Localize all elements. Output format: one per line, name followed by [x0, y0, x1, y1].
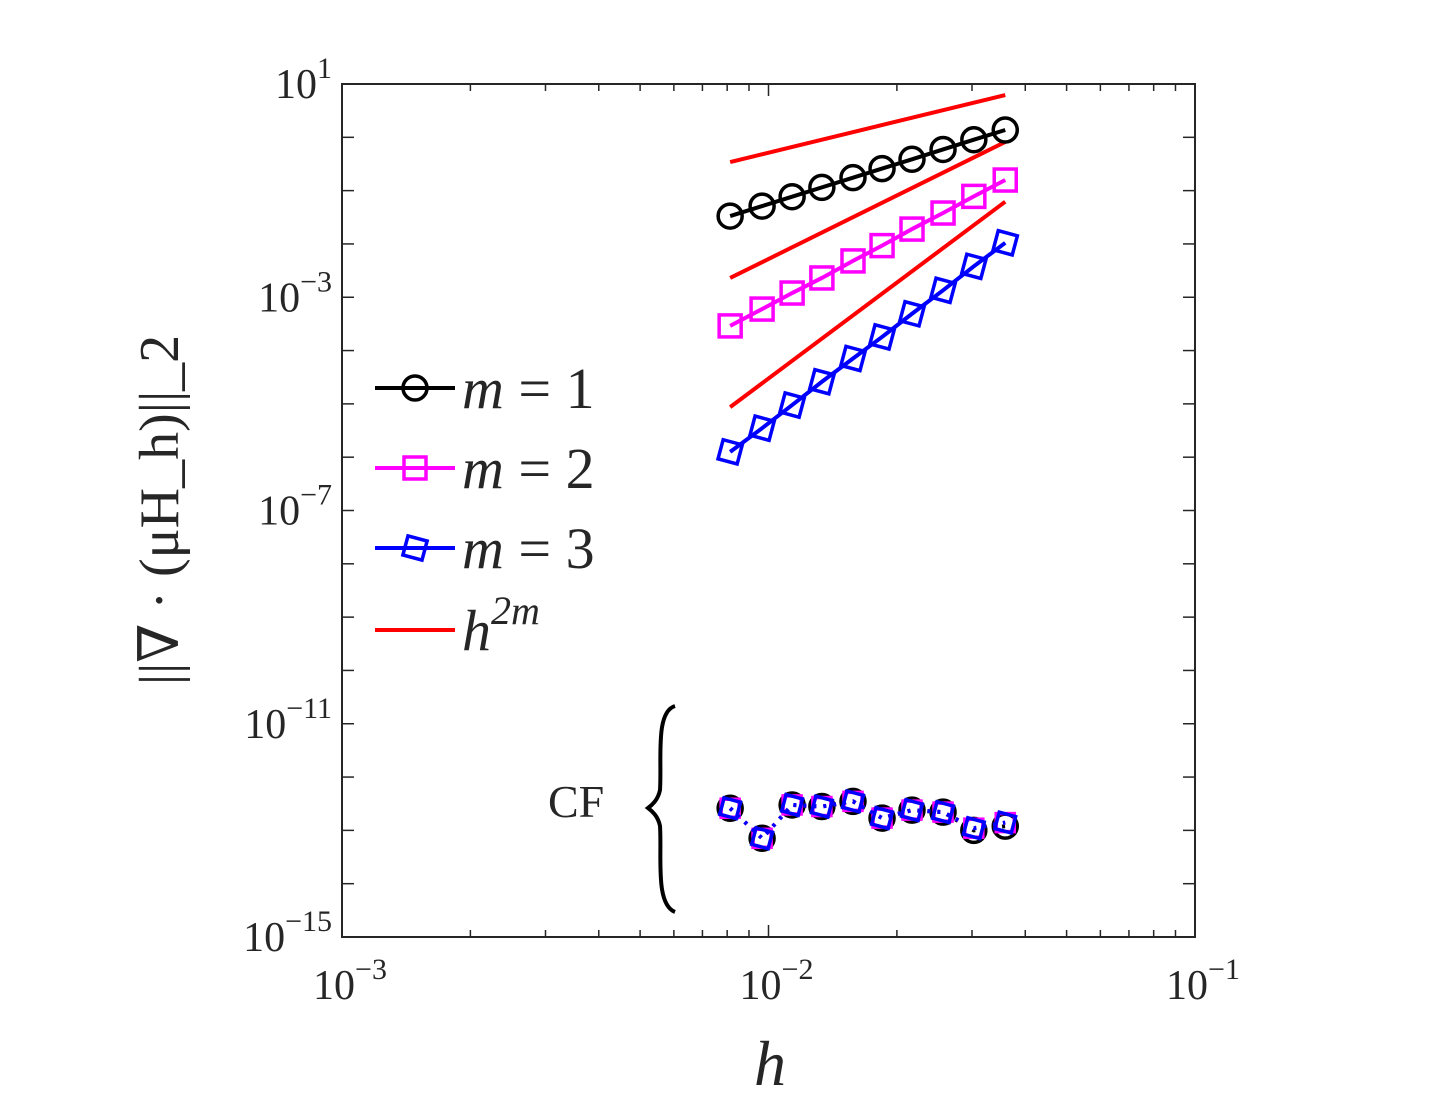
- diamond-marker: [990, 228, 1020, 258]
- x-tick-label: 10−3: [313, 953, 387, 1009]
- circle-marker: [778, 182, 806, 211]
- y-tick-label: 10−15: [243, 905, 332, 961]
- x-tick-label: 10−1: [1166, 953, 1240, 1009]
- diamond-marker: [840, 788, 866, 814]
- circle-marker: [716, 794, 744, 823]
- reference-line-h2m: [729, 93, 1006, 164]
- diamond-marker: [867, 322, 897, 352]
- diamond-marker: [809, 794, 835, 820]
- x-tick-label: 10−2: [740, 953, 814, 1009]
- plot-marks: [715, 93, 1020, 853]
- diamond-marker: [807, 367, 837, 397]
- square-marker: [992, 167, 1018, 193]
- legend-label: m = 2: [462, 436, 595, 501]
- reference-line-h2m: [728, 200, 1007, 409]
- legend: m = 1 m = 2 m = 3 h2m: [375, 356, 595, 663]
- diamond-marker: [869, 805, 895, 831]
- diamond-marker: [779, 792, 805, 818]
- circle-marker: [748, 824, 776, 853]
- x-axis-label: h: [754, 1028, 786, 1099]
- y-tick-label: 10−3: [258, 265, 332, 321]
- series-line-diamond: [728, 241, 1007, 454]
- circle-marker: [898, 796, 926, 824]
- circle-marker: [991, 116, 1019, 144]
- circle-marker: [716, 202, 744, 230]
- circle-marker: [839, 787, 867, 816]
- reference-line-h2m: [729, 140, 1007, 280]
- legend-label: m = 3: [462, 516, 595, 581]
- legend-label: m = 1: [462, 356, 595, 421]
- diamond-marker: [749, 825, 775, 851]
- axes-box: [341, 83, 1196, 938]
- square-marker: [717, 313, 743, 339]
- square-marker: [840, 248, 866, 274]
- diamond-marker: [959, 252, 989, 281]
- diamond-marker: [961, 815, 987, 841]
- circle-marker: [960, 125, 988, 154]
- y-tick-label: 101: [275, 52, 332, 108]
- series-line-square: [729, 178, 1007, 328]
- square-marker: [402, 455, 428, 481]
- diamond-marker: [928, 276, 958, 305]
- diamond-marker: [930, 799, 956, 825]
- diamond-marker: [777, 390, 807, 420]
- y-axis-label: ||∇ · (μH_h)||_2: [129, 335, 191, 685]
- cf-brace: [644, 704, 677, 914]
- cf-annotation: CF: [548, 776, 604, 827]
- square-marker: [779, 280, 805, 306]
- diamond-marker: [899, 797, 925, 823]
- circle-marker: [748, 192, 776, 220]
- square-marker: [869, 232, 895, 259]
- circle-marker: [929, 135, 957, 164]
- square-marker: [899, 216, 925, 242]
- diamond-marker: [897, 299, 927, 329]
- diamond-marker: [400, 533, 430, 563]
- ticks: [341, 84, 1195, 937]
- circle-marker: [839, 163, 867, 192]
- tick-labels: 10−3 10−2 10−1 101 10−3 10−7 10−11 10−15: [243, 52, 1240, 1009]
- circle-marker: [929, 798, 957, 826]
- legend-label: h2m: [462, 588, 540, 663]
- diamond-marker: [717, 795, 743, 821]
- circle-marker: [898, 145, 926, 174]
- circle-marker: [868, 804, 896, 832]
- square-marker: [749, 296, 775, 322]
- diamond-marker: [992, 810, 1018, 836]
- square-marker: [930, 200, 956, 226]
- diamond-marker: [715, 437, 745, 467]
- square-marker: [961, 183, 987, 210]
- circle-marker: [808, 173, 836, 202]
- y-tick-label: 10−11: [244, 692, 332, 748]
- y-tick-label: 10−7: [258, 479, 332, 535]
- circle-marker: [401, 374, 429, 402]
- series-line-circle: [729, 128, 1006, 218]
- diamond-marker: [838, 344, 868, 373]
- square-marker: [809, 265, 835, 291]
- circle-marker: [868, 154, 896, 183]
- diamond-marker: [747, 413, 777, 443]
